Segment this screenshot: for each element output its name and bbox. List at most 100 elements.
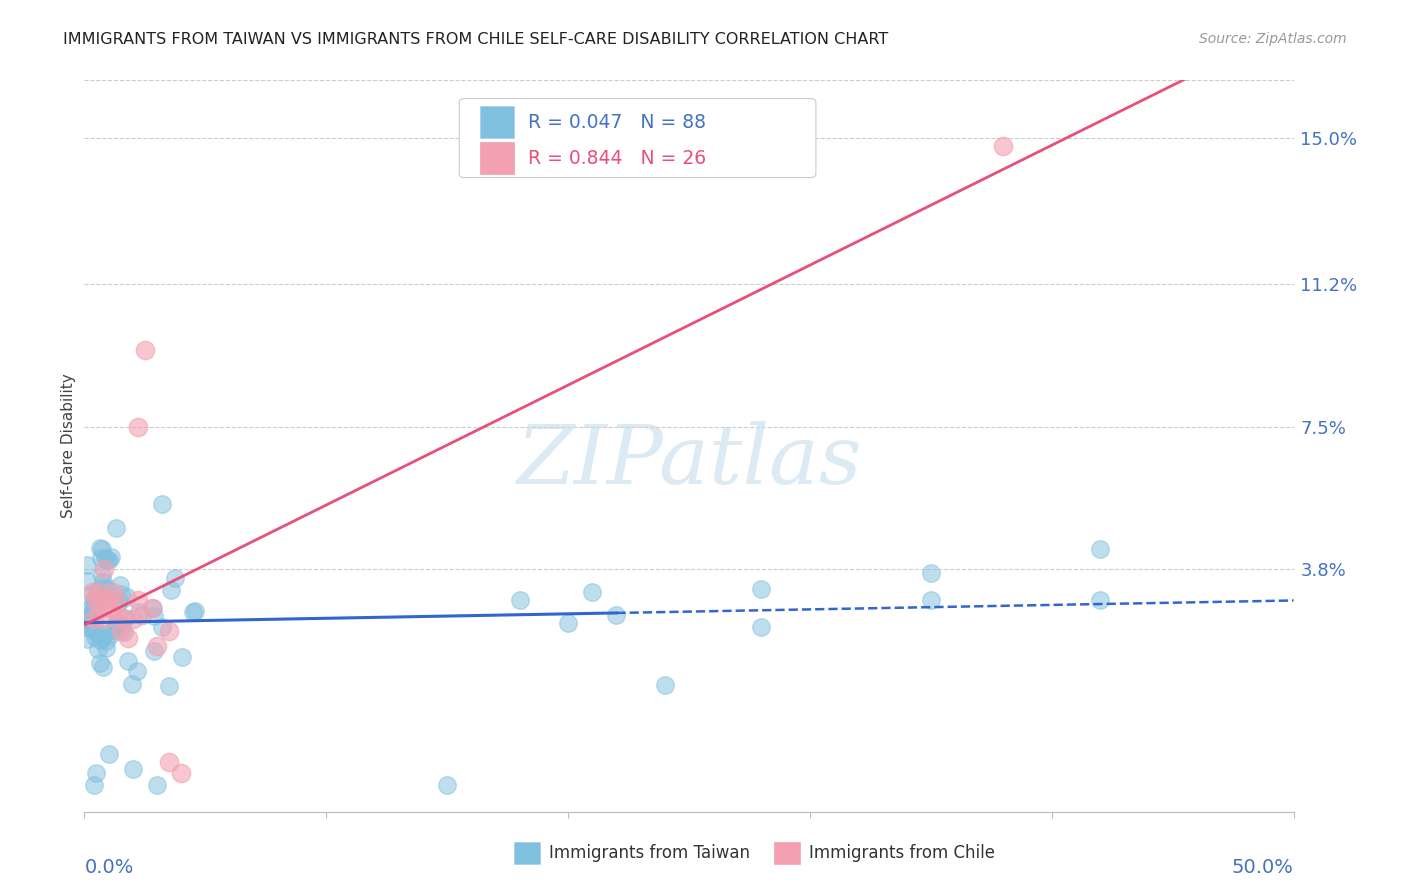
Point (920, 566, 942, 581)
Point (84, 630, 107, 644)
Point (89, 541, 111, 555)
Point (80, 615, 103, 630)
Point (751, 582, 773, 596)
Point (121, 612, 143, 626)
Text: Immigrants from Taiwan: Immigrants from Taiwan (548, 845, 749, 863)
Text: ZIPatlas: ZIPatlas (516, 421, 862, 500)
Point (91, 567, 114, 582)
Point (557, 615, 579, 630)
Point (150, 497, 173, 511)
Point (90, 550, 112, 565)
Point (128, 605, 150, 619)
Point (100, 549, 122, 564)
Point (107, 608, 129, 623)
Point (80, 622, 103, 636)
Point (87, 600, 110, 615)
Point (581, 585, 603, 599)
Point (97, 747, 120, 761)
Text: Source: ZipAtlas.com: Source: ZipAtlas.com (1199, 32, 1347, 46)
Point (76, 574, 98, 588)
Point (127, 664, 149, 678)
Point (143, 644, 166, 658)
Point (121, 763, 143, 777)
Point (91, 574, 114, 589)
Point (1088, 542, 1111, 557)
Point (83, 592, 105, 607)
Point (509, 593, 531, 607)
Point (89, 656, 111, 670)
Point (114, 610, 136, 624)
Point (83, 612, 105, 626)
Point (97, 600, 120, 615)
Point (91, 660, 114, 674)
Point (112, 612, 135, 626)
Point (184, 604, 207, 618)
Point (146, 778, 169, 792)
Point (87, 585, 110, 599)
Point (86, 626, 108, 640)
Point (157, 755, 180, 769)
Point (93, 550, 115, 565)
Point (163, 571, 186, 585)
Point (94, 593, 117, 607)
Point (103, 585, 125, 599)
Bar (479, 142, 513, 174)
Point (146, 639, 169, 653)
Point (105, 521, 128, 535)
Point (131, 608, 153, 623)
Point (127, 419, 149, 434)
Point (89, 633, 111, 648)
Point (83, 602, 105, 616)
Point (117, 654, 139, 668)
Point (86, 593, 108, 607)
Point (77, 611, 100, 625)
Point (105, 615, 128, 630)
Point (127, 593, 149, 607)
Point (89, 583, 111, 598)
Point (82, 596, 104, 610)
Text: 50.0%: 50.0% (1232, 858, 1294, 877)
Point (170, 766, 193, 780)
Point (150, 620, 173, 634)
Point (117, 632, 139, 646)
Point (76, 620, 98, 634)
Point (141, 600, 163, 615)
Point (121, 677, 143, 691)
Point (993, 138, 1015, 153)
Point (157, 679, 180, 693)
Point (104, 619, 127, 633)
Point (107, 598, 129, 612)
Point (80, 585, 103, 599)
Point (87, 641, 110, 656)
Bar (513, 842, 540, 864)
Point (93, 626, 115, 640)
Text: R = 0.844   N = 26: R = 0.844 N = 26 (529, 149, 706, 168)
Text: IMMIGRANTS FROM TAIWAN VS IMMIGRANTS FROM CHILE SELF-CARE DISABILITY CORRELATION: IMMIGRANTS FROM TAIWAN VS IMMIGRANTS FRO… (63, 32, 889, 47)
Bar (773, 842, 800, 864)
Point (86, 766, 108, 780)
Point (920, 593, 942, 607)
Text: 0.0%: 0.0% (84, 858, 134, 877)
Point (93, 612, 115, 626)
Bar (479, 106, 513, 138)
Point (181, 605, 204, 619)
Point (76, 616, 98, 631)
Point (1088, 593, 1111, 607)
Point (96, 582, 118, 597)
Y-axis label: Self-Care Disability: Self-Care Disability (60, 374, 76, 518)
Point (654, 678, 676, 692)
Point (84, 623, 107, 637)
Point (115, 590, 138, 604)
Point (76, 632, 98, 647)
Point (143, 608, 166, 623)
Point (112, 624, 135, 639)
Point (111, 619, 134, 633)
Point (104, 593, 127, 607)
Point (94, 640, 117, 655)
Point (76, 603, 98, 617)
Point (79, 607, 101, 622)
Point (96, 553, 118, 567)
FancyBboxPatch shape (460, 99, 815, 178)
Point (170, 649, 193, 664)
Point (93, 562, 115, 576)
